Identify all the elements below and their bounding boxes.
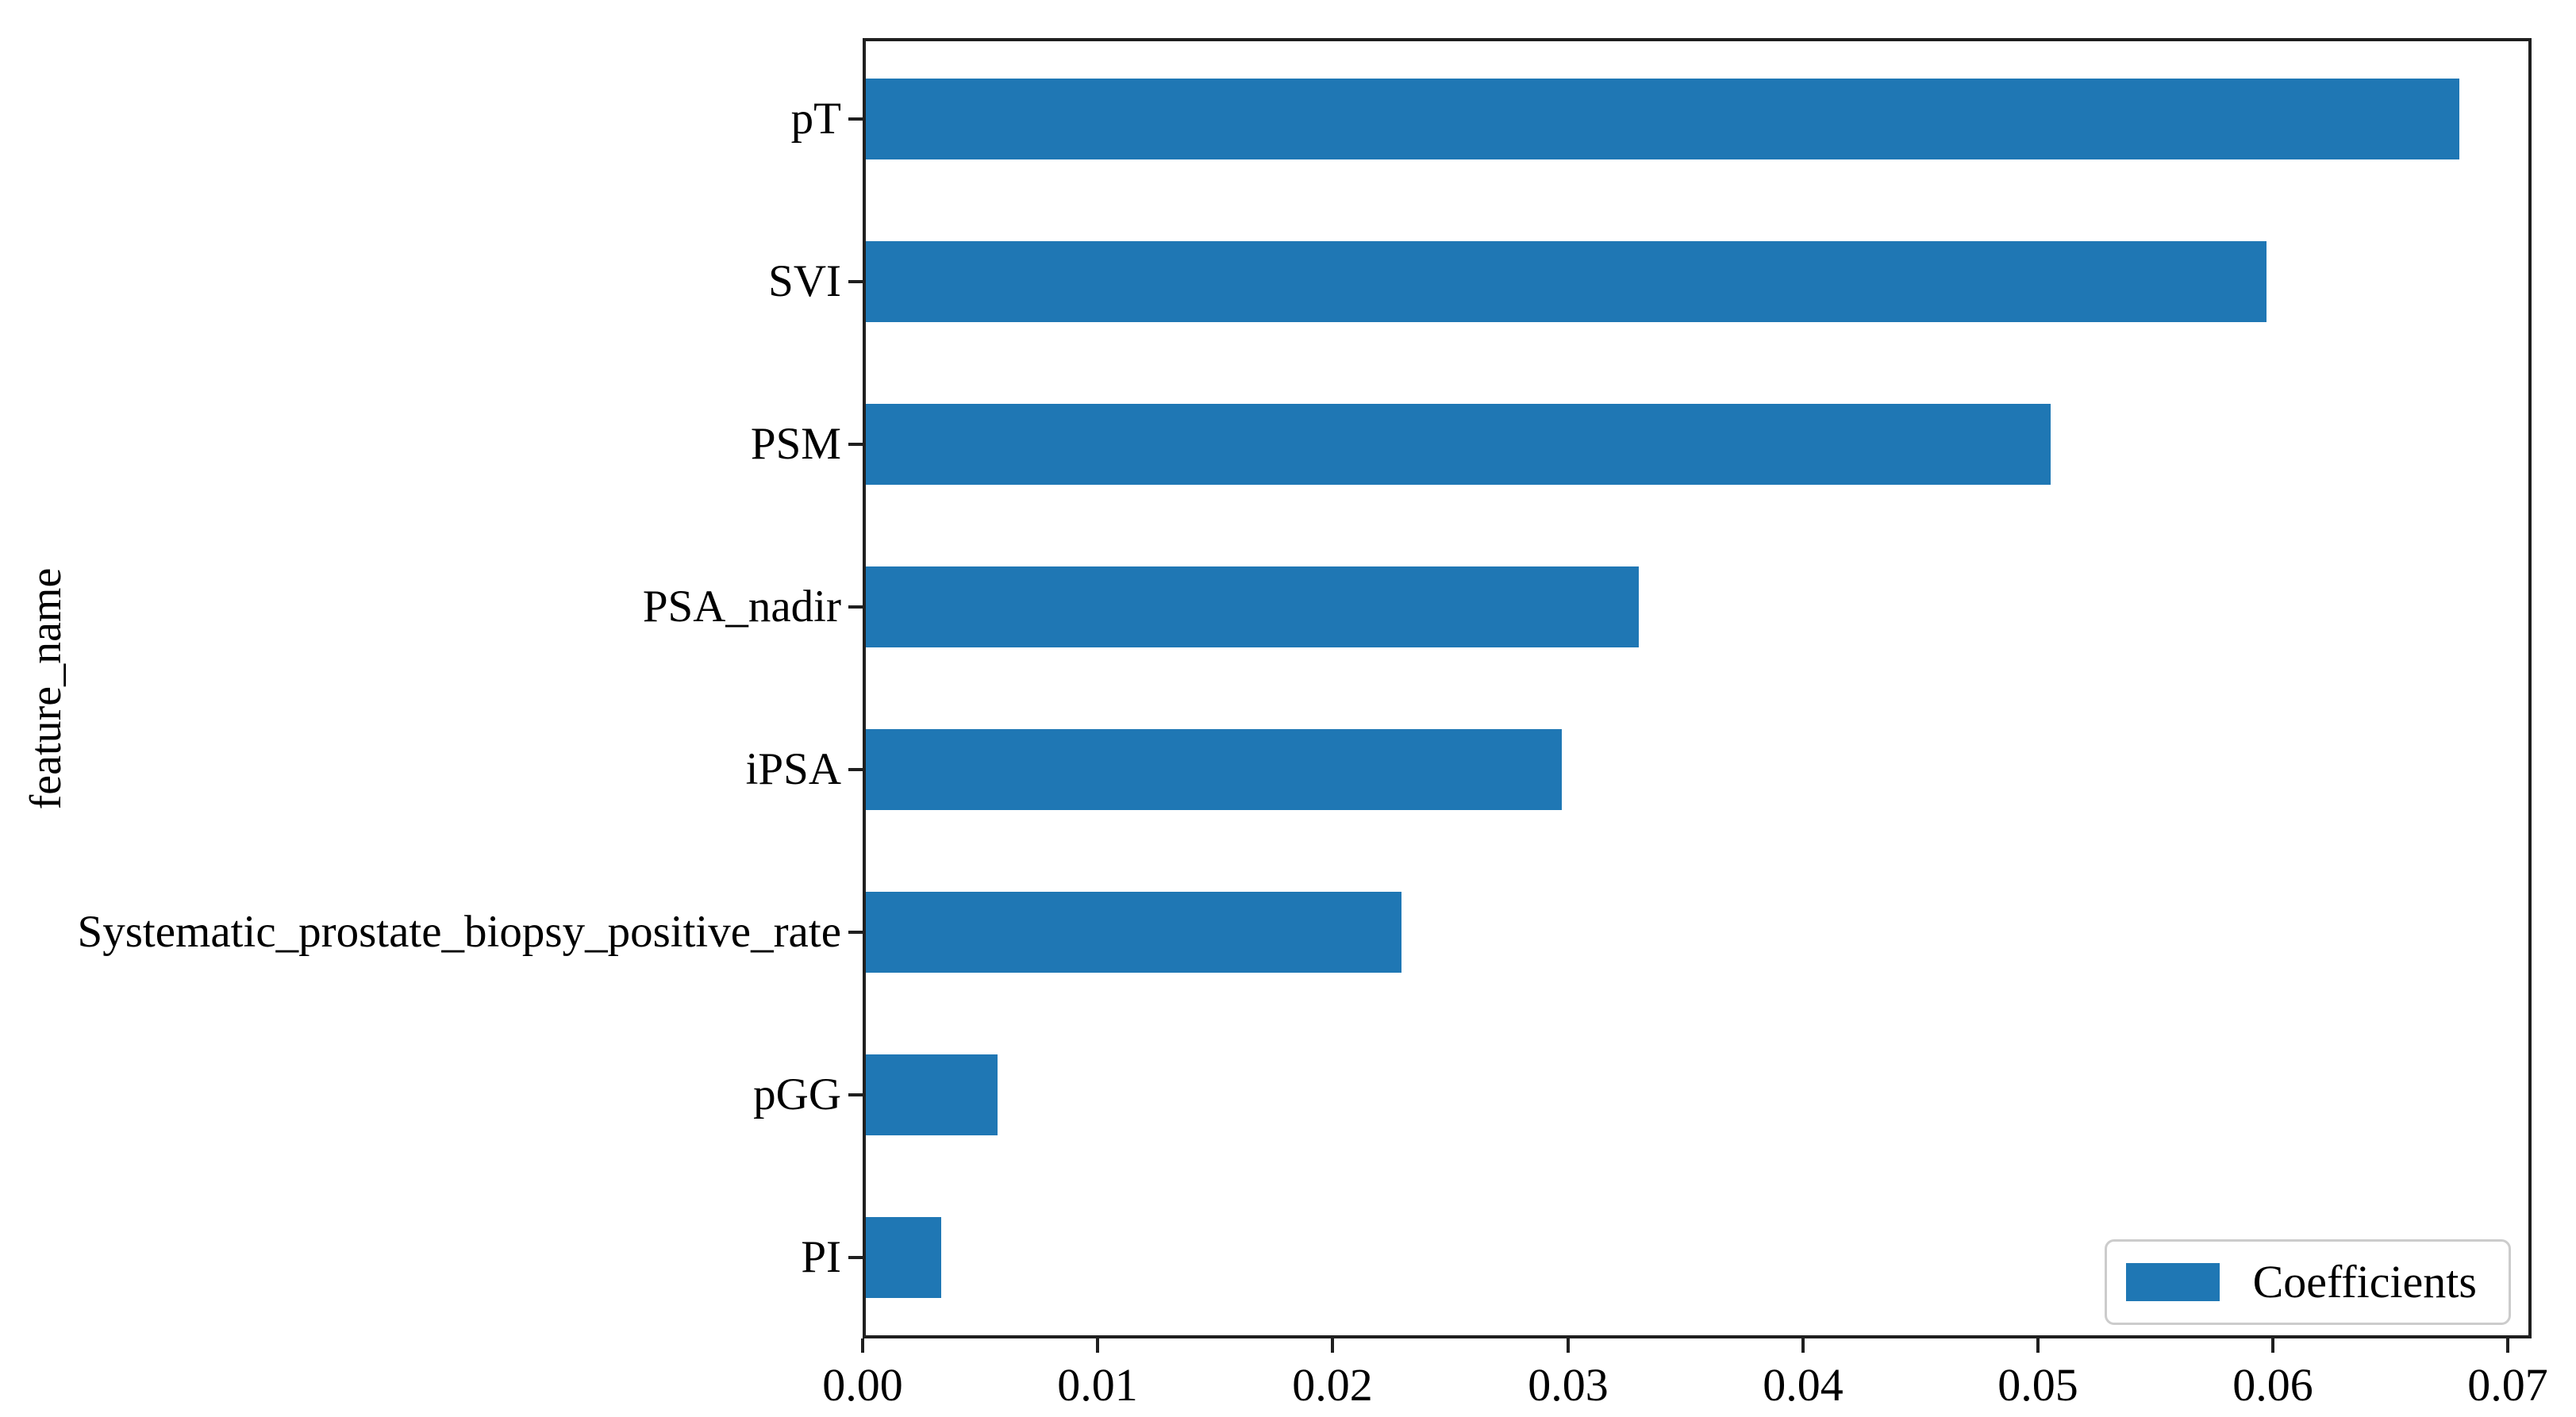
y-tick-mark	[848, 931, 863, 934]
category-label-PI: PI	[801, 1232, 841, 1282]
x-tick-label: 0.06	[2232, 1359, 2313, 1411]
category-label-iPSA: iPSA	[745, 744, 841, 794]
legend-label: Coefficients	[2252, 1256, 2477, 1308]
plot-area: Coefficients	[863, 38, 2532, 1338]
x-tick-mark	[1096, 1338, 1099, 1353]
x-tick-label: 0.03	[1528, 1359, 1609, 1411]
x-tick-mark	[2036, 1338, 2040, 1353]
y-tick-mark	[848, 1093, 863, 1096]
bar-Systematic_prostate_biopsy_positive_rate	[866, 892, 1401, 973]
bar-pGG	[866, 1054, 998, 1135]
x-tick-label: 0.00	[822, 1359, 903, 1411]
legend-swatch	[2125, 1263, 2220, 1301]
x-tick-label: 0.01	[1057, 1359, 1138, 1411]
x-tick-mark	[2506, 1338, 2509, 1353]
y-tick-mark	[848, 280, 863, 283]
legend: Coefficients	[2104, 1239, 2511, 1325]
x-tick-label: 0.02	[1292, 1359, 1373, 1411]
x-tick-label: 0.07	[2467, 1359, 2548, 1411]
category-label-pT: pT	[790, 94, 841, 144]
bar-iPSA	[866, 729, 1562, 810]
x-tick-mark	[1801, 1338, 1805, 1353]
bar-PSM	[866, 404, 2051, 485]
bar-PSA_nadir	[866, 566, 1639, 647]
x-tick-mark	[1331, 1338, 1334, 1353]
x-tick-label: 0.05	[1997, 1359, 2078, 1411]
y-tick-mark	[848, 605, 863, 609]
bar-PI	[866, 1217, 941, 1298]
y-axis-title: feature_name	[21, 567, 71, 810]
category-label-SVI: SVI	[768, 256, 841, 306]
bar-SVI	[866, 241, 2266, 322]
category-label-PSA_nadir: PSA_nadir	[642, 582, 841, 632]
x-tick-label: 0.04	[1763, 1359, 1844, 1411]
y-tick-mark	[848, 443, 863, 446]
x-tick-mark	[861, 1338, 864, 1353]
y-tick-mark	[848, 117, 863, 121]
category-label-Systematic_prostate_biopsy_positive_rate: Systematic_prostate_biopsy_positive_rate	[77, 907, 842, 957]
category-label-PSM: PSM	[750, 419, 841, 469]
category-label-pGG: pGG	[753, 1069, 841, 1119]
y-tick-mark	[848, 768, 863, 771]
x-tick-mark	[1567, 1338, 1570, 1353]
x-tick-mark	[2271, 1338, 2274, 1353]
y-tick-mark	[848, 1256, 863, 1259]
bar-pT	[866, 79, 2459, 159]
